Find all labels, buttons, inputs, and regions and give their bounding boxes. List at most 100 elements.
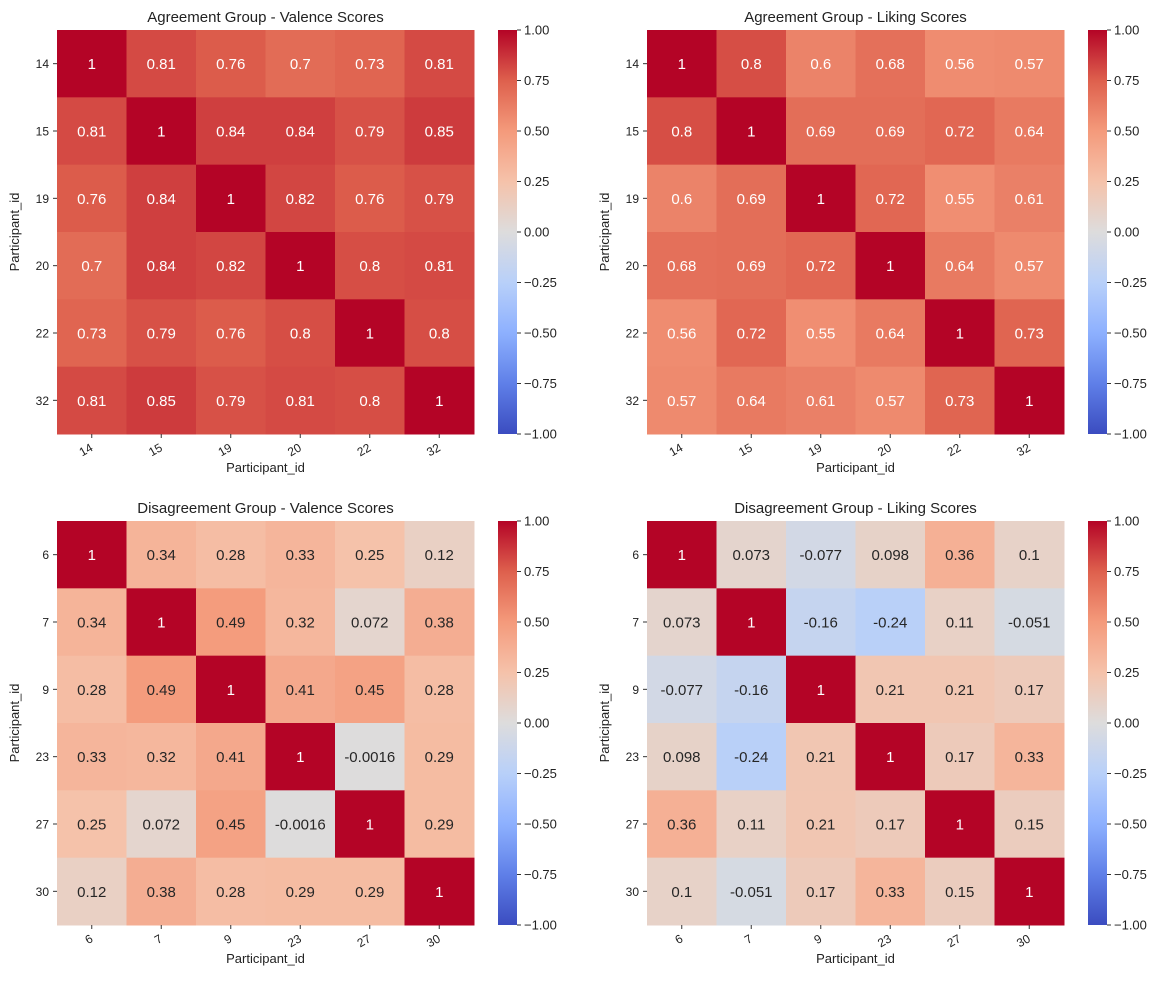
heatmap-panel-3: Disagreement Group - Valence Scores 1 0.34… <box>7 500 557 966</box>
cell-label: 0.81 <box>425 258 454 275</box>
x-tick-label: 19 <box>806 440 825 459</box>
colorbar-tick-label: 0.75 <box>1114 73 1139 88</box>
y-tick-label: 19 <box>36 192 50 206</box>
chart-title: Agreement Group - Valence Scores <box>147 9 384 26</box>
cell-label: 0.56 <box>667 326 696 343</box>
heatmap-cell <box>265 299 336 368</box>
y-tick-label: 23 <box>36 750 50 764</box>
heatmap-cell <box>786 857 856 926</box>
heatmap-cell <box>855 299 926 368</box>
colorbar-tick-label: 0.00 <box>524 716 549 731</box>
cell-label: 0.69 <box>737 258 766 275</box>
heatmap-cell <box>855 857 926 926</box>
heatmap-cell <box>647 232 717 300</box>
x-tick-label: 30 <box>424 931 443 950</box>
colorbar: 1.00 0.75 0.50 0.25 0.00 −0.25 −0.50 −0.75 −1.00 <box>498 514 557 933</box>
y-tick-label: 27 <box>36 818 50 832</box>
heatmap-cell <box>57 790 127 859</box>
cell-label: 0.11 <box>737 817 765 834</box>
cell-label: 1 <box>956 817 964 834</box>
cell-label: 0.64 <box>1015 124 1044 141</box>
heatmap-cell <box>265 655 336 724</box>
heatmap-cell <box>265 588 336 657</box>
cell-label: 0.84 <box>216 124 245 141</box>
heatmap-cell <box>404 232 475 300</box>
y-axis-label: Participant_id <box>7 193 22 272</box>
cell-label: 0.69 <box>806 124 835 141</box>
heatmap-cell <box>786 790 856 859</box>
heatmap-cell <box>404 588 475 657</box>
y-tick-label: 14 <box>36 57 50 71</box>
colorbar-tick-label: −0.75 <box>524 376 557 391</box>
heatmap-cell <box>196 723 266 791</box>
heatmap-cell <box>126 857 197 926</box>
heatmap-cell <box>265 723 336 791</box>
heatmap-cell <box>925 299 995 368</box>
heatmap-cell <box>855 164 926 233</box>
heatmap-cell <box>335 655 405 724</box>
cell-label: -0.24 <box>734 749 768 766</box>
heatmap-cell <box>925 164 995 233</box>
cell-label: 0.073 <box>663 615 701 632</box>
cell-label: 0.11 <box>946 615 974 632</box>
heatmap-cell <box>647 857 717 926</box>
heatmap-cell <box>647 655 717 724</box>
cell-label: 0.81 <box>286 393 315 410</box>
heatmap-cell <box>404 97 475 166</box>
cell-label: 0.79 <box>147 326 176 343</box>
heatmap-cell <box>994 299 1065 368</box>
heatmap-cell <box>786 299 856 368</box>
cell-label: 0.76 <box>216 56 245 73</box>
cell-label: 0.57 <box>876 393 905 410</box>
heatmap-cell <box>196 790 266 859</box>
heatmap-cell <box>925 97 995 166</box>
colorbar-gradient <box>1088 521 1107 925</box>
cell-label: 0.64 <box>945 258 974 275</box>
heatmap-cell <box>57 97 127 166</box>
heatmap-cell <box>786 723 856 791</box>
cell-label: 0.76 <box>77 191 106 208</box>
cell-label: 0.72 <box>806 258 835 275</box>
heatmap-cell <box>786 30 856 98</box>
x-tick-label: 7 <box>152 931 165 947</box>
x-tick-label: 27 <box>355 931 374 950</box>
y-tick-label: 7 <box>632 616 639 630</box>
cell-label: 0.15 <box>1015 817 1044 834</box>
heatmap-cell <box>126 366 197 435</box>
heatmap-cell <box>196 521 266 589</box>
heatmap-cell <box>57 164 127 233</box>
colorbar-tick-label: 1.00 <box>524 514 549 529</box>
cell-label: 0.073 <box>732 547 770 564</box>
heatmap-cell <box>196 30 266 98</box>
heatmap-cell <box>57 655 127 724</box>
y-tick-label: 32 <box>36 394 50 408</box>
cell-label: 0.64 <box>737 393 766 410</box>
cell-label: 0.38 <box>147 884 176 901</box>
cell-label: 0.68 <box>667 258 696 275</box>
cell-label: 1 <box>366 326 374 343</box>
cell-label: 0.57 <box>667 393 696 410</box>
cell-label: -0.077 <box>799 547 842 564</box>
cell-label: 0.72 <box>737 326 766 343</box>
chart-title: Disagreement Group - Valence Scores <box>137 500 394 517</box>
cell-label: 0.85 <box>147 393 176 410</box>
heatmap-cell <box>994 723 1065 791</box>
heatmap-cell <box>57 521 127 589</box>
heatmap-cell <box>716 164 787 233</box>
heatmap-cell <box>265 857 336 926</box>
heatmap-cell <box>994 232 1065 300</box>
heatmap-cell <box>786 521 856 589</box>
heatmap-cell <box>925 655 995 724</box>
y-tick-label: 15 <box>626 125 640 139</box>
cell-label: 0.84 <box>286 124 315 141</box>
heatmap-cell <box>404 30 475 98</box>
x-axis-label: Participant_id <box>816 460 895 475</box>
cell-label: 0.8 <box>290 326 311 343</box>
cell-label: 0.55 <box>806 326 835 343</box>
cell-label: 0.64 <box>876 326 905 343</box>
cell-label: 0.12 <box>77 884 106 901</box>
y-tick-label: 9 <box>632 683 639 697</box>
y-tick-label: 20 <box>626 259 640 273</box>
colorbar-tick-label: −0.50 <box>1114 817 1147 832</box>
cell-label: 0.34 <box>77 615 106 632</box>
